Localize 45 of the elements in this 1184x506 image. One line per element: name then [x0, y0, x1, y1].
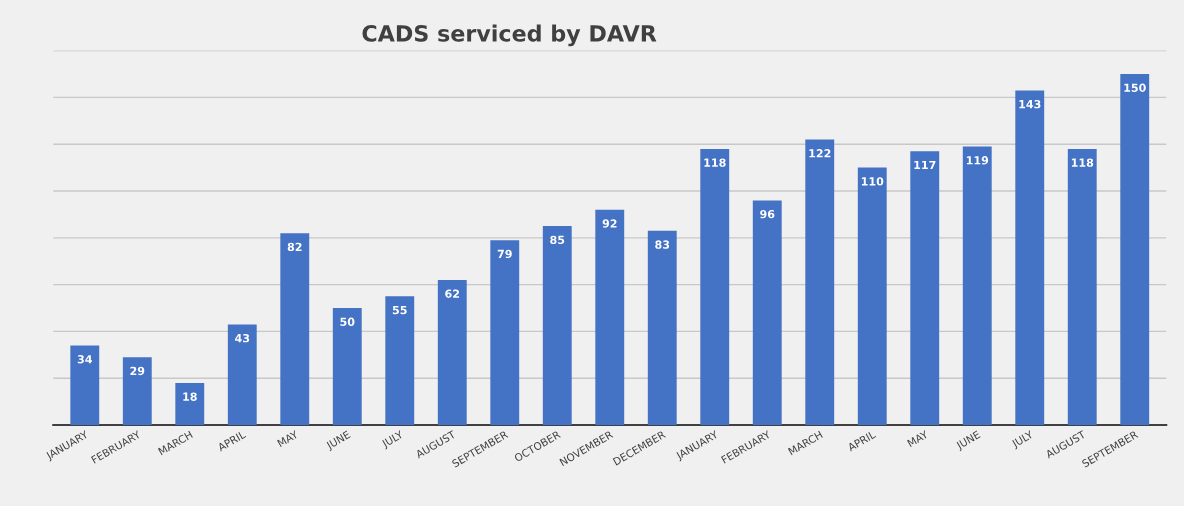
data-label: 143	[1019, 99, 1041, 109]
x-tick-label: MAY	[907, 430, 929, 448]
bar	[437, 279, 467, 426]
bar	[595, 209, 625, 426]
bar	[1120, 74, 1150, 426]
data-label: 43	[235, 333, 250, 343]
chart-title: CADS serviced by DAVR	[362, 24, 657, 47]
bar	[857, 167, 887, 426]
data-label: 117	[914, 160, 936, 170]
data-label: 18	[183, 392, 197, 401]
data-label: 62	[445, 289, 460, 298]
data-label: 118	[704, 158, 726, 167]
data-label: 150	[1124, 83, 1146, 92]
data-label: 55	[392, 306, 407, 315]
bar	[910, 151, 940, 426]
data-label: 110	[861, 177, 884, 186]
data-label: 92	[602, 219, 617, 228]
bar	[332, 308, 362, 426]
bar	[70, 345, 100, 426]
x-tick-label: MAY	[277, 430, 299, 448]
data-label: 118	[1071, 158, 1094, 167]
data-label: 79	[497, 249, 512, 259]
data-label: 85	[550, 235, 565, 245]
data-label: 82	[287, 242, 302, 252]
data-label: 34	[77, 355, 92, 364]
data-label: 96	[760, 209, 775, 219]
bar	[175, 382, 205, 426]
bar	[752, 200, 782, 426]
bar	[1015, 90, 1045, 426]
data-label: 122	[809, 149, 831, 158]
bar	[962, 146, 992, 426]
bar	[490, 240, 520, 426]
data-label: 119	[966, 156, 989, 165]
bar	[1067, 148, 1097, 426]
bar	[805, 139, 835, 426]
data-label: 29	[130, 366, 145, 376]
bar	[542, 226, 572, 426]
data-label: 83	[655, 240, 670, 249]
bar	[385, 296, 415, 426]
bar	[280, 233, 310, 426]
bar	[700, 148, 730, 426]
bar	[227, 324, 257, 426]
bar	[647, 230, 677, 426]
data-label: 50	[340, 317, 355, 326]
bar	[122, 357, 152, 426]
